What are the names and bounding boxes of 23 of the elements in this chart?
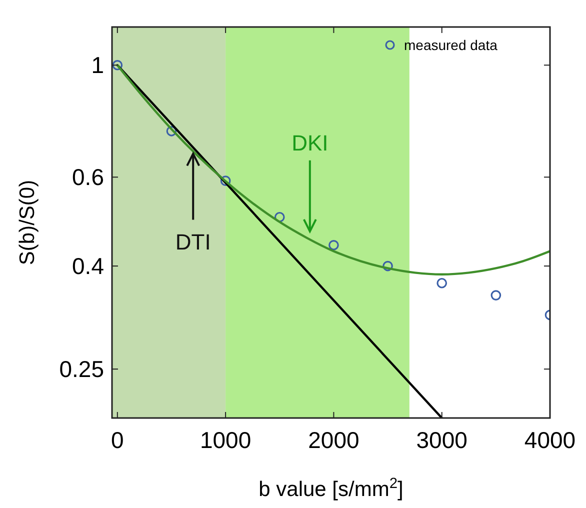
y-tick-label: 1 (91, 52, 104, 78)
point (490, 290, 502, 300)
point (112, 60, 123, 70)
point (166, 126, 177, 136)
y-tick-label: 0.4 (72, 253, 104, 280)
y-tick-label: 0.6 (72, 164, 104, 190)
x-tick-label: 2000 (308, 427, 360, 453)
y-axis-title: S(b)/S(0) (16, 180, 39, 266)
line-series (116, 64, 550, 276)
point (328, 240, 339, 250)
x-tick-label: 0 (111, 427, 124, 453)
point (382, 260, 393, 272)
annotation: DTI (175, 230, 211, 255)
legend-label: measured data (404, 36, 498, 53)
x-tick-label: 3000 (416, 427, 468, 453)
y-tick-label: 0.25 (59, 356, 104, 382)
point (436, 278, 448, 288)
x-tick-label: 4000 (524, 427, 576, 453)
x-tick-label: 1000 (200, 427, 252, 453)
point (220, 176, 231, 186)
point (274, 212, 285, 222)
x-axis-title: b value [s/mm$^{2}$] (258, 476, 404, 501)
annotation: DKI (292, 130, 328, 156)
